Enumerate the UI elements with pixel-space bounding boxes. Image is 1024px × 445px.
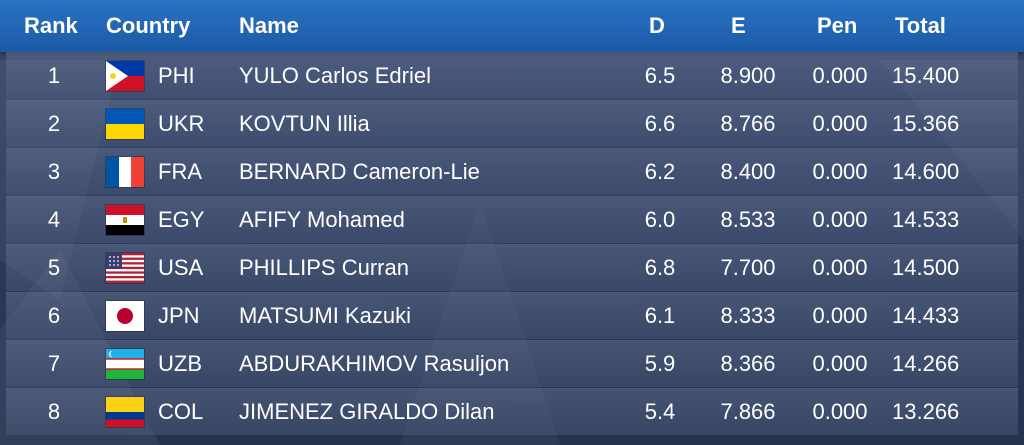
ukraine-flag-icon (106, 109, 144, 139)
athlete-name: PHILLIPS Curran (239, 255, 409, 280)
colombia-flag-icon (106, 397, 144, 427)
d-score: 6.8 (644, 255, 676, 280)
header-total: Total (895, 13, 946, 38)
d-score: 6.5 (644, 63, 676, 88)
athlete-name: KOVTUN Illia (239, 111, 370, 136)
e-score: 7.866 (720, 399, 776, 424)
table-row: 6 JPN MATSUMI Kazuki 6.1 8.333 0.000 14.… (6, 292, 1018, 339)
country-code: USA (158, 255, 204, 280)
penalty: 0.000 (812, 207, 868, 232)
penalty: 0.000 (812, 159, 868, 184)
e-score: 8.333 (720, 303, 776, 328)
rank-cell: 2 (47, 111, 61, 136)
country-code: FRA (158, 159, 202, 184)
table-row: 4 EGY AFIFY Mohamed 6.0 8.533 0.000 14.5… (6, 196, 1018, 243)
table-row: 7 UZB ABDURAKHIMOV Rasuljon 5.9 8.366 0.… (6, 340, 1018, 387)
table-header: Rank Country Name D E Pen Total (0, 0, 1024, 52)
penalty: 0.000 (812, 399, 868, 424)
d-score: 5.9 (644, 351, 676, 376)
japan-flag-icon (106, 301, 144, 331)
total-score: 14.266 (892, 351, 960, 376)
e-score: 8.400 (720, 159, 776, 184)
total-score: 14.433 (892, 303, 960, 328)
d-score: 6.6 (644, 111, 676, 136)
rank-cell: 5 (47, 255, 61, 280)
e-score: 8.900 (720, 63, 776, 88)
usa-flag-icon (106, 253, 144, 283)
france-flag-icon (106, 157, 144, 187)
country-code: JPN (158, 303, 200, 328)
athlete-name: BERNARD Cameron-Lie (239, 159, 480, 184)
header-pen: Pen (817, 13, 858, 38)
table-row: 5 USA (6, 244, 1018, 291)
athlete-name: ABDURAKHIMOV Rasuljon (239, 351, 510, 376)
penalty: 0.000 (812, 303, 868, 328)
uzbekistan-flag-icon (106, 349, 144, 379)
d-score: 6.1 (644, 303, 676, 328)
d-score: 6.2 (644, 159, 676, 184)
rank-cell: 1 (47, 63, 61, 88)
penalty: 0.000 (812, 255, 868, 280)
country-code: UZB (158, 351, 202, 376)
header-e: E (731, 13, 746, 38)
total-score: 14.500 (892, 255, 960, 280)
e-score: 8.533 (720, 207, 776, 232)
table-row: 8 COL JIMENEZ GIRALDO Dilan 5.4 7.866 0.… (6, 388, 1018, 435)
total-score: 14.533 (892, 207, 960, 232)
header-rank: Rank (24, 13, 78, 38)
header-name: Name (239, 13, 299, 38)
table-row: 3 FRA BERNARD Cameron-Lie 6.2 8.400 0.00… (6, 148, 1018, 195)
rank-cell: 6 (47, 303, 61, 328)
table-row: 1 PHI YULO Carlos Edriel 6.5 8.900 0.000… (6, 52, 1018, 99)
penalty: 0.000 (812, 111, 868, 136)
header-d: D (649, 13, 665, 38)
country-code: EGY (158, 207, 205, 232)
e-score: 8.766 (720, 111, 776, 136)
athlete-name: JIMENEZ GIRALDO Dilan (239, 399, 495, 424)
athlete-name: YULO Carlos Edriel (239, 63, 431, 88)
total-score: 13.266 (892, 399, 960, 424)
egypt-flag-icon (106, 205, 144, 235)
total-score: 15.366 (892, 111, 960, 136)
rank-cell: 4 (47, 207, 61, 232)
rank-cell: 7 (47, 351, 61, 376)
penalty: 0.000 (812, 351, 868, 376)
total-score: 14.600 (892, 159, 960, 184)
athlete-name: AFIFY Mohamed (239, 207, 405, 232)
penalty: 0.000 (812, 63, 868, 88)
d-score: 6.0 (644, 207, 676, 232)
philippines-flag-icon (106, 61, 144, 91)
e-score: 8.366 (720, 351, 776, 376)
rank-cell: 3 (47, 159, 61, 184)
athlete-name: MATSUMI Kazuki (239, 303, 411, 328)
e-score: 7.700 (720, 255, 776, 280)
header-country: Country (106, 13, 191, 38)
rank-cell: 8 (47, 399, 61, 424)
country-code: UKR (158, 111, 205, 136)
table-row: 2 UKR KOVTUN Illia 6.6 8.766 0.000 15.36… (6, 100, 1018, 147)
d-score: 5.4 (644, 399, 676, 424)
total-score: 15.400 (892, 63, 960, 88)
country-code: COL (158, 399, 204, 424)
country-code: PHI (158, 63, 195, 88)
